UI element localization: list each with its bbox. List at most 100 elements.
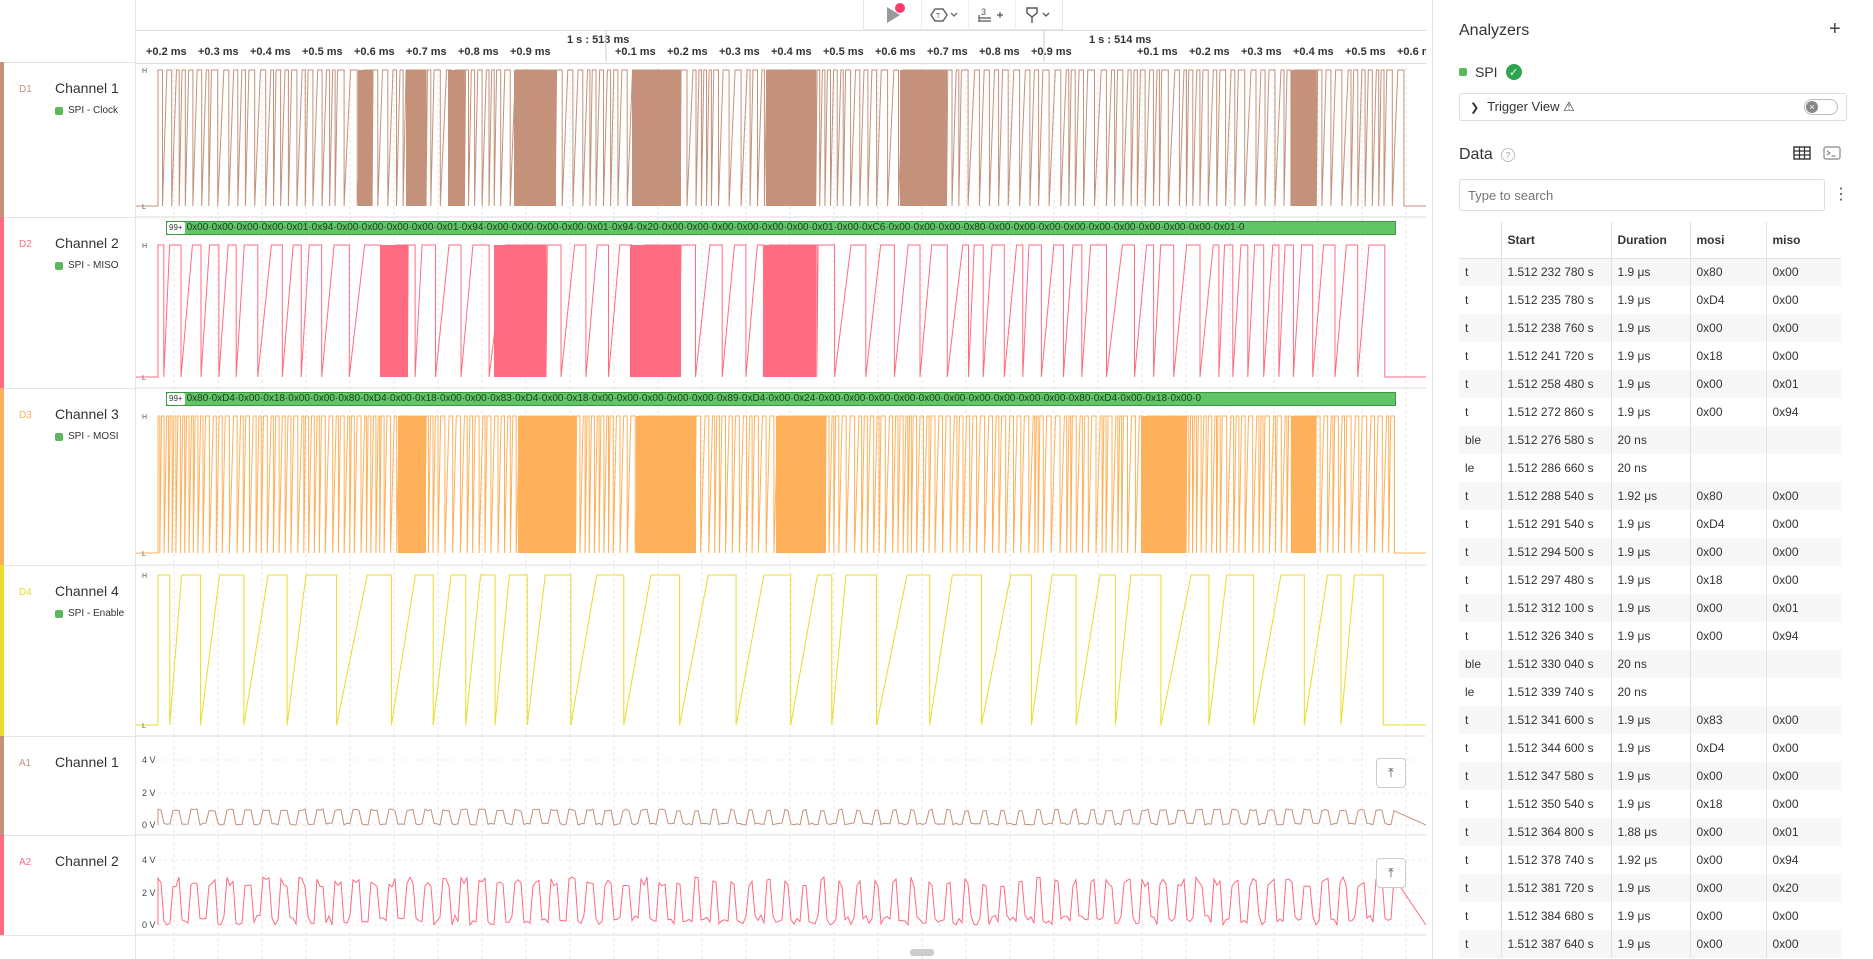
column-header[interactable]: Start bbox=[1501, 222, 1612, 259]
column-header[interactable]: miso bbox=[1766, 222, 1841, 259]
analyzer-swatch bbox=[55, 609, 63, 618]
table-row[interactable]: t 1.512 297 480 s 1.9 μs 0x18 0x00 bbox=[1459, 566, 1841, 594]
table-row[interactable]: t 1.512 364 800 s 1.88 μs 0x00 0x01 bbox=[1459, 818, 1841, 846]
table-row[interactable]: t 1.512 272 860 s 1.9 μs 0x00 0x94 bbox=[1459, 398, 1841, 426]
measurements-button[interactable]: 3 bbox=[969, 0, 1016, 30]
table-row[interactable]: t 1.512 291 540 s 1.9 μs 0xD4 0x00 bbox=[1459, 510, 1841, 538]
channel-name[interactable]: Channel 2 bbox=[55, 235, 119, 251]
channel-id: D3 bbox=[19, 410, 32, 421]
analyzer-swatch bbox=[55, 261, 63, 270]
trigger-view-row[interactable]: ❯ Trigger View ⚠ × bbox=[1459, 93, 1847, 121]
table-row[interactable]: t 1.512 235 780 s 1.9 μs 0xD4 0x00 bbox=[1459, 286, 1841, 314]
spi-analyzer-row[interactable]: SPI ✓ bbox=[1459, 64, 1522, 80]
table-row[interactable]: t 1.512 381 720 s 1.9 μs 0x00 0x20 bbox=[1459, 874, 1841, 902]
table-row[interactable]: t 1.512 258 480 s 1.9 μs 0x00 0x01 bbox=[1459, 370, 1841, 398]
column-header[interactable]: Duration bbox=[1611, 222, 1691, 259]
voltage-label: 0 V bbox=[142, 920, 156, 930]
table-cell: 1.512 232 780 s bbox=[1501, 258, 1612, 286]
play-icon bbox=[886, 6, 900, 23]
table-cell: 0xD4 bbox=[1690, 734, 1767, 762]
channel-color-bar bbox=[0, 388, 4, 565]
table-row[interactable]: t 1.512 294 500 s 1.9 μs 0x00 0x00 bbox=[1459, 538, 1841, 566]
table-row[interactable]: t 1.512 288 540 s 1.92 μs 0x80 0x00 bbox=[1459, 482, 1841, 510]
channel-color-bar bbox=[0, 736, 4, 835]
dense-burst bbox=[448, 70, 464, 206]
dense-burst bbox=[1291, 70, 1316, 206]
dense-burst bbox=[514, 70, 556, 206]
channel-id: D2 bbox=[19, 239, 32, 250]
table-cell: 1.92 μs bbox=[1611, 482, 1691, 510]
terminal-view-button[interactable] bbox=[1821, 144, 1843, 162]
table-cell: t bbox=[1459, 566, 1502, 594]
table-row[interactable]: ble 1.512 276 580 s 20 ns bbox=[1459, 426, 1841, 454]
terminal-icon bbox=[1823, 146, 1841, 160]
table-row[interactable]: t 1.512 326 340 s 1.9 μs 0x00 0x94 bbox=[1459, 622, 1841, 650]
channel-name[interactable]: Channel 1 bbox=[55, 754, 119, 770]
channel-name[interactable]: Channel 2 bbox=[55, 853, 119, 869]
table-cell: 0x00 bbox=[1766, 930, 1841, 958]
data-table-container[interactable]: Start Duration mosi miso t 1.512 232 780 s 1.… bbox=[1459, 222, 1841, 959]
table-row[interactable]: t 1.512 378 740 s 1.92 μs 0x00 0x94 bbox=[1459, 846, 1841, 874]
channel-row-d4[interactable]: D4 Channel 4 SPI - Enable bbox=[0, 565, 135, 737]
table-cell: 1.512 344 600 s bbox=[1501, 734, 1612, 762]
more-options-icon[interactable]: ⋮ bbox=[1833, 186, 1849, 203]
channel-row-d3[interactable]: D3 Channel 3 SPI - MOSI bbox=[0, 388, 135, 566]
channel-row-a1[interactable]: A1 Channel 1 bbox=[0, 736, 135, 836]
horizontal-scroll-thumb[interactable] bbox=[910, 949, 934, 956]
table-row[interactable]: t 1.512 384 680 s 1.9 μs 0x00 0x00 bbox=[1459, 902, 1841, 930]
table-row[interactable]: t 1.512 312 100 s 1.9 μs 0x00 0x01 bbox=[1459, 594, 1841, 622]
column-header[interactable] bbox=[1459, 222, 1502, 259]
help-icon[interactable]: ? bbox=[1500, 148, 1515, 162]
table-cell: 1.9 μs bbox=[1611, 902, 1691, 930]
table-row[interactable]: t 1.512 232 780 s 1.9 μs 0x80 0x00 bbox=[1459, 258, 1841, 286]
waveform-area[interactable]: +0.2 ms +0.3 ms +0.4 ms +0.5 ms +0.6 ms +0.7 … bbox=[136, 0, 1426, 959]
mosi-decoder-bubbles[interactable]: 99+ 0x80·0xD4·0x00·0x18·0x00·0x00·0x80·0x… bbox=[166, 392, 1396, 406]
table-cell: 1.9 μs bbox=[1611, 342, 1691, 370]
table-cell: 1.512 276 580 s bbox=[1501, 426, 1612, 454]
dense-burst bbox=[380, 245, 408, 377]
a2-fit-button[interactable]: ⤒ bbox=[1376, 858, 1406, 888]
table-cell bbox=[1690, 678, 1767, 706]
table-cell: 0x00 bbox=[1766, 734, 1841, 762]
table-row[interactable]: t 1.512 241 720 s 1.9 μs 0x18 0x00 bbox=[1459, 342, 1841, 370]
start-capture-button[interactable] bbox=[864, 0, 922, 30]
trigger-view-label: Trigger View ⚠ bbox=[1487, 99, 1575, 114]
time-ruler[interactable]: +0.2 ms +0.3 ms +0.4 ms +0.5 ms +0.6 ms +0.7 … bbox=[136, 30, 1426, 64]
marker-button[interactable] bbox=[1016, 0, 1062, 30]
trigger-button[interactable]: T bbox=[922, 0, 969, 30]
table-view-button[interactable] bbox=[1791, 144, 1813, 162]
channel-name[interactable]: Channel 3 bbox=[55, 406, 119, 422]
table-row[interactable]: t 1.512 341 600 s 1.9 μs 0x83 0x00 bbox=[1459, 706, 1841, 734]
channel-row-d1[interactable]: D1 Channel 1 SPI - Clock bbox=[0, 62, 135, 218]
miso-decoder-text: 0x00·0x00·0x00·0x00·0x01·0x94·0x00·0x00·… bbox=[186, 222, 1245, 233]
channel-row-d2[interactable]: D2 Channel 2 SPI - MISO bbox=[0, 217, 135, 389]
table-row[interactable]: t 1.512 387 640 s 1.9 μs 0x00 0x00 bbox=[1459, 930, 1841, 958]
column-header[interactable]: mosi bbox=[1690, 222, 1767, 259]
table-cell: 0x00 bbox=[1766, 762, 1841, 790]
a1-fit-button[interactable]: ⤒ bbox=[1376, 758, 1406, 788]
table-row[interactable]: ble 1.512 330 040 s 20 ns bbox=[1459, 650, 1841, 678]
channel-row-a2[interactable]: A2 Channel 2 bbox=[0, 835, 135, 936]
miso-decoder-bubbles[interactable]: 99+ 0x00·0x00·0x00·0x00·0x01·0x94·0x00·0x… bbox=[166, 221, 1396, 235]
table-row[interactable]: t 1.512 350 540 s 1.9 μs 0x18 0x00 bbox=[1459, 790, 1841, 818]
table-row[interactable]: t 1.512 344 600 s 1.9 μs 0xD4 0x00 bbox=[1459, 734, 1841, 762]
table-row[interactable]: le 1.512 286 660 s 20 ns bbox=[1459, 454, 1841, 482]
analyzers-panel: Analyzers + SPI ✓ ❯ Trigger View ⚠ × Dat… bbox=[1432, 0, 1873, 959]
channel-name[interactable]: Channel 1 bbox=[55, 80, 119, 96]
table-row[interactable]: le 1.512 339 740 s 20 ns bbox=[1459, 678, 1841, 706]
trigger-view-toggle[interactable]: × bbox=[1804, 99, 1838, 115]
channel-name[interactable]: Channel 4 bbox=[55, 583, 119, 599]
table-row[interactable]: t 1.512 347 580 s 1.9 μs 0x00 0x00 bbox=[1459, 762, 1841, 790]
analog-waveform bbox=[157, 875, 1426, 927]
table-cell: 1.512 297 480 s bbox=[1501, 566, 1612, 594]
table-cell: 0x00 bbox=[1690, 538, 1767, 566]
data-search-input[interactable] bbox=[1459, 179, 1825, 211]
add-analyzer-button[interactable]: + bbox=[1829, 18, 1841, 40]
channel-color-bar bbox=[0, 217, 4, 388]
table-row[interactable]: t 1.512 238 760 s 1.9 μs 0x00 0x00 bbox=[1459, 314, 1841, 342]
table-cell: t bbox=[1459, 902, 1502, 930]
channel-color-bar bbox=[0, 62, 4, 217]
table-cell: 1.512 378 740 s bbox=[1501, 846, 1612, 874]
table-cell: 0x00 bbox=[1690, 622, 1767, 650]
